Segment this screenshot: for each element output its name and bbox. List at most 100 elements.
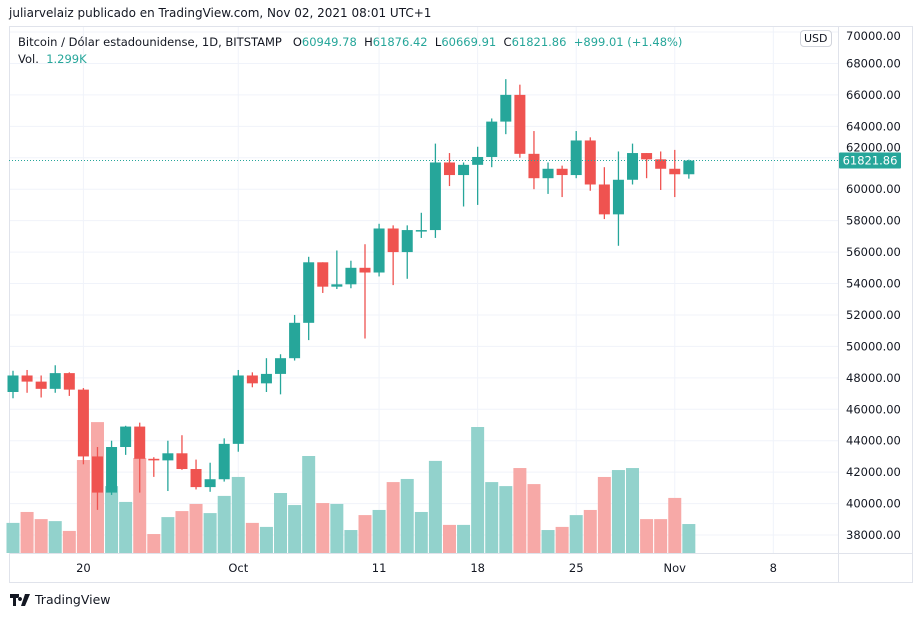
candle[interactable] bbox=[641, 153, 653, 179]
candle[interactable] bbox=[275, 354, 287, 395]
candle[interactable] bbox=[627, 143, 639, 185]
volume-bar bbox=[302, 455, 316, 553]
candle[interactable] bbox=[148, 457, 160, 477]
candle[interactable] bbox=[669, 149, 681, 198]
candle-body bbox=[429, 162, 441, 231]
candle[interactable] bbox=[317, 262, 329, 293]
y-tick-label: 46000.00 bbox=[846, 402, 901, 416]
candle[interactable] bbox=[176, 435, 188, 470]
candle[interactable] bbox=[120, 425, 132, 455]
candle-body bbox=[683, 160, 695, 175]
candle[interactable] bbox=[63, 372, 75, 396]
volume-bar bbox=[626, 468, 640, 553]
candle[interactable] bbox=[106, 440, 118, 495]
candle[interactable] bbox=[289, 314, 301, 361]
candle[interactable] bbox=[49, 365, 61, 393]
candle[interactable] bbox=[134, 422, 146, 493]
candle[interactable] bbox=[556, 165, 568, 198]
candle-body bbox=[232, 375, 244, 444]
y-tick-label: 50000.00 bbox=[846, 339, 901, 353]
close-value: 61821.86 bbox=[511, 35, 567, 49]
y-tick-label: 40000.00 bbox=[846, 497, 901, 511]
candle-body bbox=[641, 153, 653, 160]
volume-bar bbox=[499, 486, 513, 553]
candle[interactable] bbox=[162, 440, 174, 492]
open-value: 60949.78 bbox=[301, 35, 357, 49]
candle[interactable] bbox=[612, 151, 624, 246]
volume-bar bbox=[668, 497, 682, 553]
volume-bar bbox=[471, 427, 485, 553]
volume-bar bbox=[62, 530, 76, 553]
candle[interactable] bbox=[500, 79, 512, 135]
candle[interactable] bbox=[232, 369, 244, 452]
y-tick-label: 38000.00 bbox=[846, 528, 901, 542]
candle[interactable] bbox=[303, 256, 315, 341]
candle[interactable] bbox=[373, 223, 385, 277]
candle-body bbox=[49, 373, 61, 389]
candle-body bbox=[77, 389, 89, 457]
x-tick-label: 11 bbox=[372, 561, 387, 575]
candle-body bbox=[556, 168, 568, 176]
volume-bar bbox=[513, 468, 527, 553]
volume-bar bbox=[358, 515, 372, 553]
candle[interactable] bbox=[7, 370, 19, 399]
candle-body bbox=[655, 159, 667, 169]
candle-body bbox=[120, 426, 132, 448]
candle[interactable] bbox=[35, 375, 47, 398]
candle[interactable] bbox=[486, 118, 498, 168]
candle[interactable] bbox=[246, 372, 258, 388]
candle[interactable] bbox=[21, 369, 33, 393]
tradingview-icon bbox=[10, 593, 30, 606]
candle-body bbox=[387, 228, 399, 253]
candle[interactable] bbox=[387, 225, 399, 286]
candle-body bbox=[528, 153, 540, 179]
y-tick-label: 66000.00 bbox=[846, 88, 901, 102]
candle[interactable] bbox=[345, 260, 357, 289]
candle[interactable] bbox=[570, 131, 582, 179]
candle-body bbox=[500, 94, 512, 122]
candle[interactable] bbox=[472, 146, 484, 205]
candle[interactable] bbox=[415, 212, 427, 238]
candle[interactable] bbox=[458, 162, 470, 207]
candle[interactable] bbox=[514, 84, 526, 158]
volume-bar bbox=[203, 513, 217, 553]
candle[interactable] bbox=[655, 151, 667, 190]
candle-body bbox=[542, 168, 554, 179]
candle[interactable] bbox=[331, 250, 343, 290]
candle[interactable] bbox=[542, 162, 554, 194]
volume-bar bbox=[457, 524, 471, 553]
currency-button[interactable]: USD bbox=[800, 30, 832, 47]
tradingview-logo[interactable]: TradingView bbox=[10, 592, 111, 607]
volume-bar bbox=[400, 478, 414, 553]
candle[interactable] bbox=[359, 244, 371, 339]
candle[interactable] bbox=[204, 462, 216, 492]
candle-body bbox=[303, 262, 315, 323]
candle[interactable] bbox=[584, 137, 596, 191]
volume-bar bbox=[161, 517, 175, 553]
ohlc-legend: Bitcoin / Dólar estadounidense, 1D, BITS… bbox=[18, 35, 682, 49]
candle[interactable] bbox=[77, 388, 89, 465]
candle[interactable] bbox=[401, 225, 413, 279]
volume-bar bbox=[583, 509, 597, 553]
candle[interactable] bbox=[429, 143, 441, 238]
candle-body bbox=[91, 456, 103, 493]
candle[interactable] bbox=[218, 438, 230, 482]
candle-body bbox=[162, 453, 174, 461]
candle[interactable] bbox=[683, 159, 695, 179]
candle-body bbox=[584, 140, 596, 185]
y-tick-label: 42000.00 bbox=[846, 465, 901, 479]
candle[interactable] bbox=[260, 358, 272, 392]
candle-body bbox=[260, 373, 272, 384]
candle[interactable] bbox=[443, 153, 455, 187]
candle[interactable] bbox=[528, 131, 540, 190]
volume-bar bbox=[541, 530, 555, 553]
volume-bar bbox=[555, 526, 569, 553]
candle[interactable] bbox=[190, 459, 202, 490]
candle[interactable] bbox=[598, 167, 610, 220]
volume-bar bbox=[175, 511, 189, 553]
volume-bar bbox=[386, 482, 400, 553]
candle-body bbox=[176, 453, 188, 470]
candle[interactable] bbox=[91, 447, 103, 510]
time-axis: 20 Oct 11 18 25 Nov 8 bbox=[76, 561, 777, 575]
